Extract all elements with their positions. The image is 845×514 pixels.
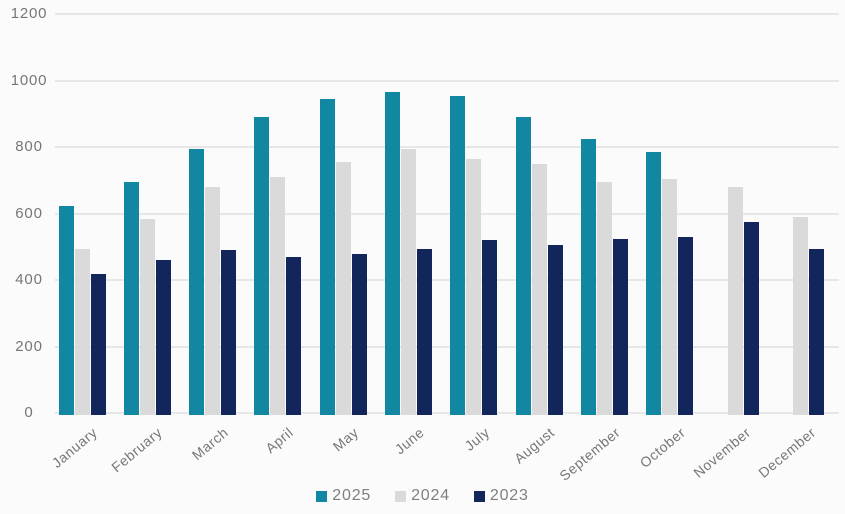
gridline-y-1200 [55, 13, 839, 15]
legend-item-2023: 2023 [473, 487, 529, 505]
legend-label: 2023 [489, 487, 529, 504]
bar-2024-september [596, 182, 612, 415]
legend-item-2024: 2024 [395, 487, 450, 505]
y-tick-label: 200 [15, 337, 43, 355]
bar-2024-may [335, 162, 351, 415]
bar-2025-may [319, 99, 335, 415]
bar-2023-july [482, 240, 498, 415]
gridline-y-400 [55, 279, 839, 281]
bar-2025-march [189, 149, 205, 415]
bar-2024-april [270, 177, 286, 415]
y-tick-label: 800 [15, 138, 43, 155]
x-tick-label-may: May [329, 424, 362, 455]
gridline-y-0 [55, 412, 839, 414]
gridline-y-1000 [55, 79, 839, 82]
bar-2025-july [450, 95, 466, 415]
legend-item-2025: 2025 [316, 487, 371, 505]
legend-marker-2025 [316, 490, 328, 502]
bar-2025-january [58, 205, 74, 415]
x-tick-label-january: January [48, 424, 101, 471]
bar-2023-april [286, 257, 302, 415]
bar-2024-november [727, 187, 743, 415]
legend: 2025 2024 2023 [0, 487, 845, 505]
x-tick-label-september: September [555, 424, 623, 484]
bar-2023-december [808, 248, 824, 415]
legend-marker-2024 [395, 490, 407, 502]
bar-2023-february [155, 260, 171, 415]
x-tick-label-july: July [460, 424, 493, 454]
bar-2024-february [139, 218, 155, 415]
bar-2025-august [515, 117, 531, 415]
x-tick-label-august: August [510, 424, 558, 467]
bar-2025-june [385, 92, 400, 415]
bar-2025-february [123, 182, 139, 415]
bar-2024-december [792, 217, 808, 415]
x-tick-label-february: February [108, 424, 166, 476]
x-tick-label-april: April [262, 424, 297, 457]
bar-2024-june [401, 149, 416, 415]
gridline-y-600 [55, 212, 839, 215]
bar-2023-november [743, 222, 759, 415]
bar-2024-january [74, 248, 90, 415]
x-tick-label-november: November [689, 424, 754, 481]
y-tick-label: 1000 [10, 71, 48, 89]
bar-2024-august [531, 163, 547, 415]
x-tick-label-october: October [636, 424, 688, 471]
bar-2024-march [205, 187, 221, 415]
y-tick-label: 1200 [10, 5, 48, 22]
legend-label: 2024 [411, 487, 450, 504]
x-tick-label-december: December [755, 424, 819, 481]
gridline-y-800 [55, 146, 839, 148]
x-tick-label-march: March [188, 424, 231, 464]
bar-2024-october [662, 178, 678, 415]
bar-2025-october [646, 152, 662, 415]
bar-2024-july [466, 158, 482, 415]
y-tick-label: 600 [15, 204, 43, 222]
bar-2023-january [90, 273, 106, 415]
bar-2023-march [221, 250, 237, 415]
bar-2023-june [417, 248, 432, 415]
bar-2023-august [547, 245, 563, 415]
x-tick-label-june: June [391, 424, 427, 458]
bar-2025-april [254, 117, 270, 415]
y-tick-label: 0 [24, 404, 34, 421]
y-tick-label: 400 [15, 271, 43, 288]
bar-2025-september [580, 139, 596, 415]
legend-marker-2023 [473, 490, 485, 502]
legend-label: 2025 [332, 487, 372, 504]
bar-2023-september [612, 238, 628, 415]
gridline-y-200 [55, 345, 839, 348]
bar-2023-october [678, 237, 694, 415]
bar-2023-may [351, 253, 367, 415]
